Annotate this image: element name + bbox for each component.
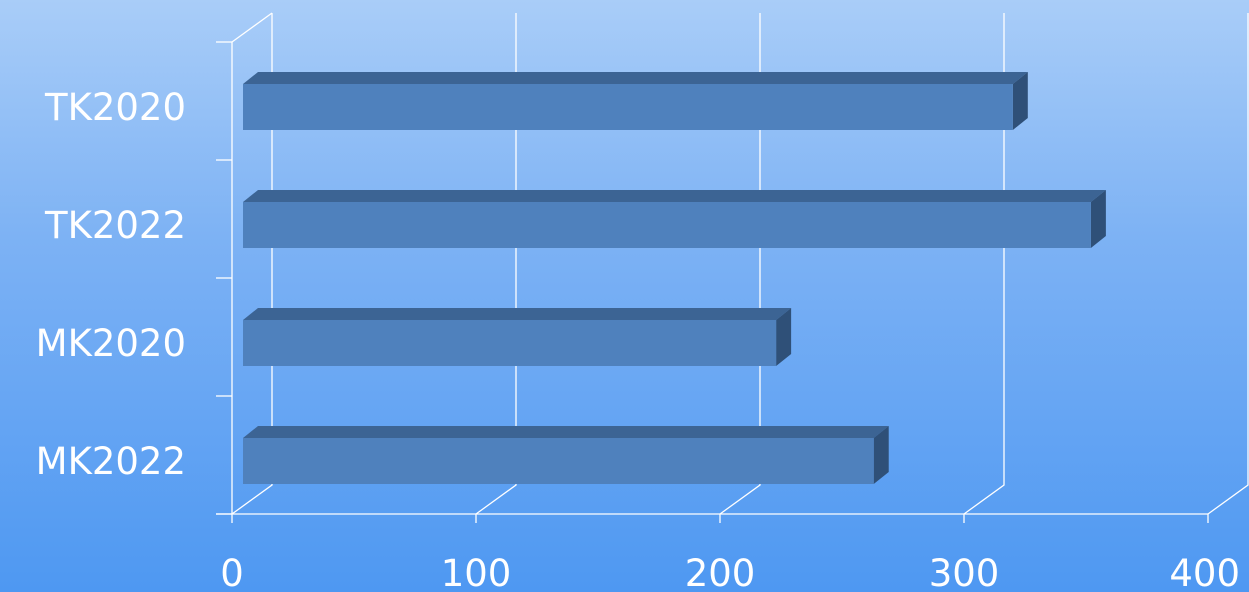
- bar-mk2022: [243, 426, 889, 484]
- category-label-tk2022: TK2022: [44, 204, 186, 247]
- x-tick-label-0: 0: [220, 552, 244, 592]
- gridline-200: [719, 13, 761, 515]
- bar-top-face: [243, 72, 1028, 84]
- gridline-0: [231, 13, 273, 515]
- gridlines: [231, 12, 1249, 515]
- bar-front-face: [243, 202, 1091, 248]
- bar-side-face: [776, 308, 792, 366]
- bars: [243, 72, 1106, 484]
- labels: MK2022 MK2020 TK2022 TK2020 0 100 200 300 400: [36, 86, 1240, 592]
- bar-side-face: [873, 426, 889, 484]
- category-label-tk2020: TK2020: [44, 86, 186, 129]
- bar-front-face: [243, 320, 777, 366]
- category-label-mk2020: MK2020: [36, 322, 186, 365]
- bar-top-face: [243, 308, 792, 320]
- axes: [216, 41, 1209, 523]
- bar-side-face: [1090, 190, 1106, 248]
- bar-top-face: [243, 190, 1106, 202]
- gridline-400: [1207, 13, 1249, 515]
- bar-front-face: [243, 438, 874, 484]
- bar-tk2022: [243, 190, 1106, 248]
- x-tick-label-200: 200: [685, 552, 756, 592]
- bar-tk2020: [243, 72, 1028, 130]
- category-label-mk2022: MK2022: [36, 440, 186, 483]
- bar-side-face: [1012, 72, 1028, 130]
- bar-mk2020: [243, 308, 792, 366]
- x-tick-label-400: 400: [1169, 552, 1240, 592]
- wall-top-edge: [231, 12, 273, 43]
- x-tick-label-300: 300: [929, 552, 1000, 592]
- gridline-300: [963, 13, 1005, 515]
- x-tick-label-100: 100: [441, 552, 512, 592]
- gridline-100: [475, 13, 517, 515]
- bar-top-face: [243, 426, 889, 438]
- bar-front-face: [243, 84, 1013, 130]
